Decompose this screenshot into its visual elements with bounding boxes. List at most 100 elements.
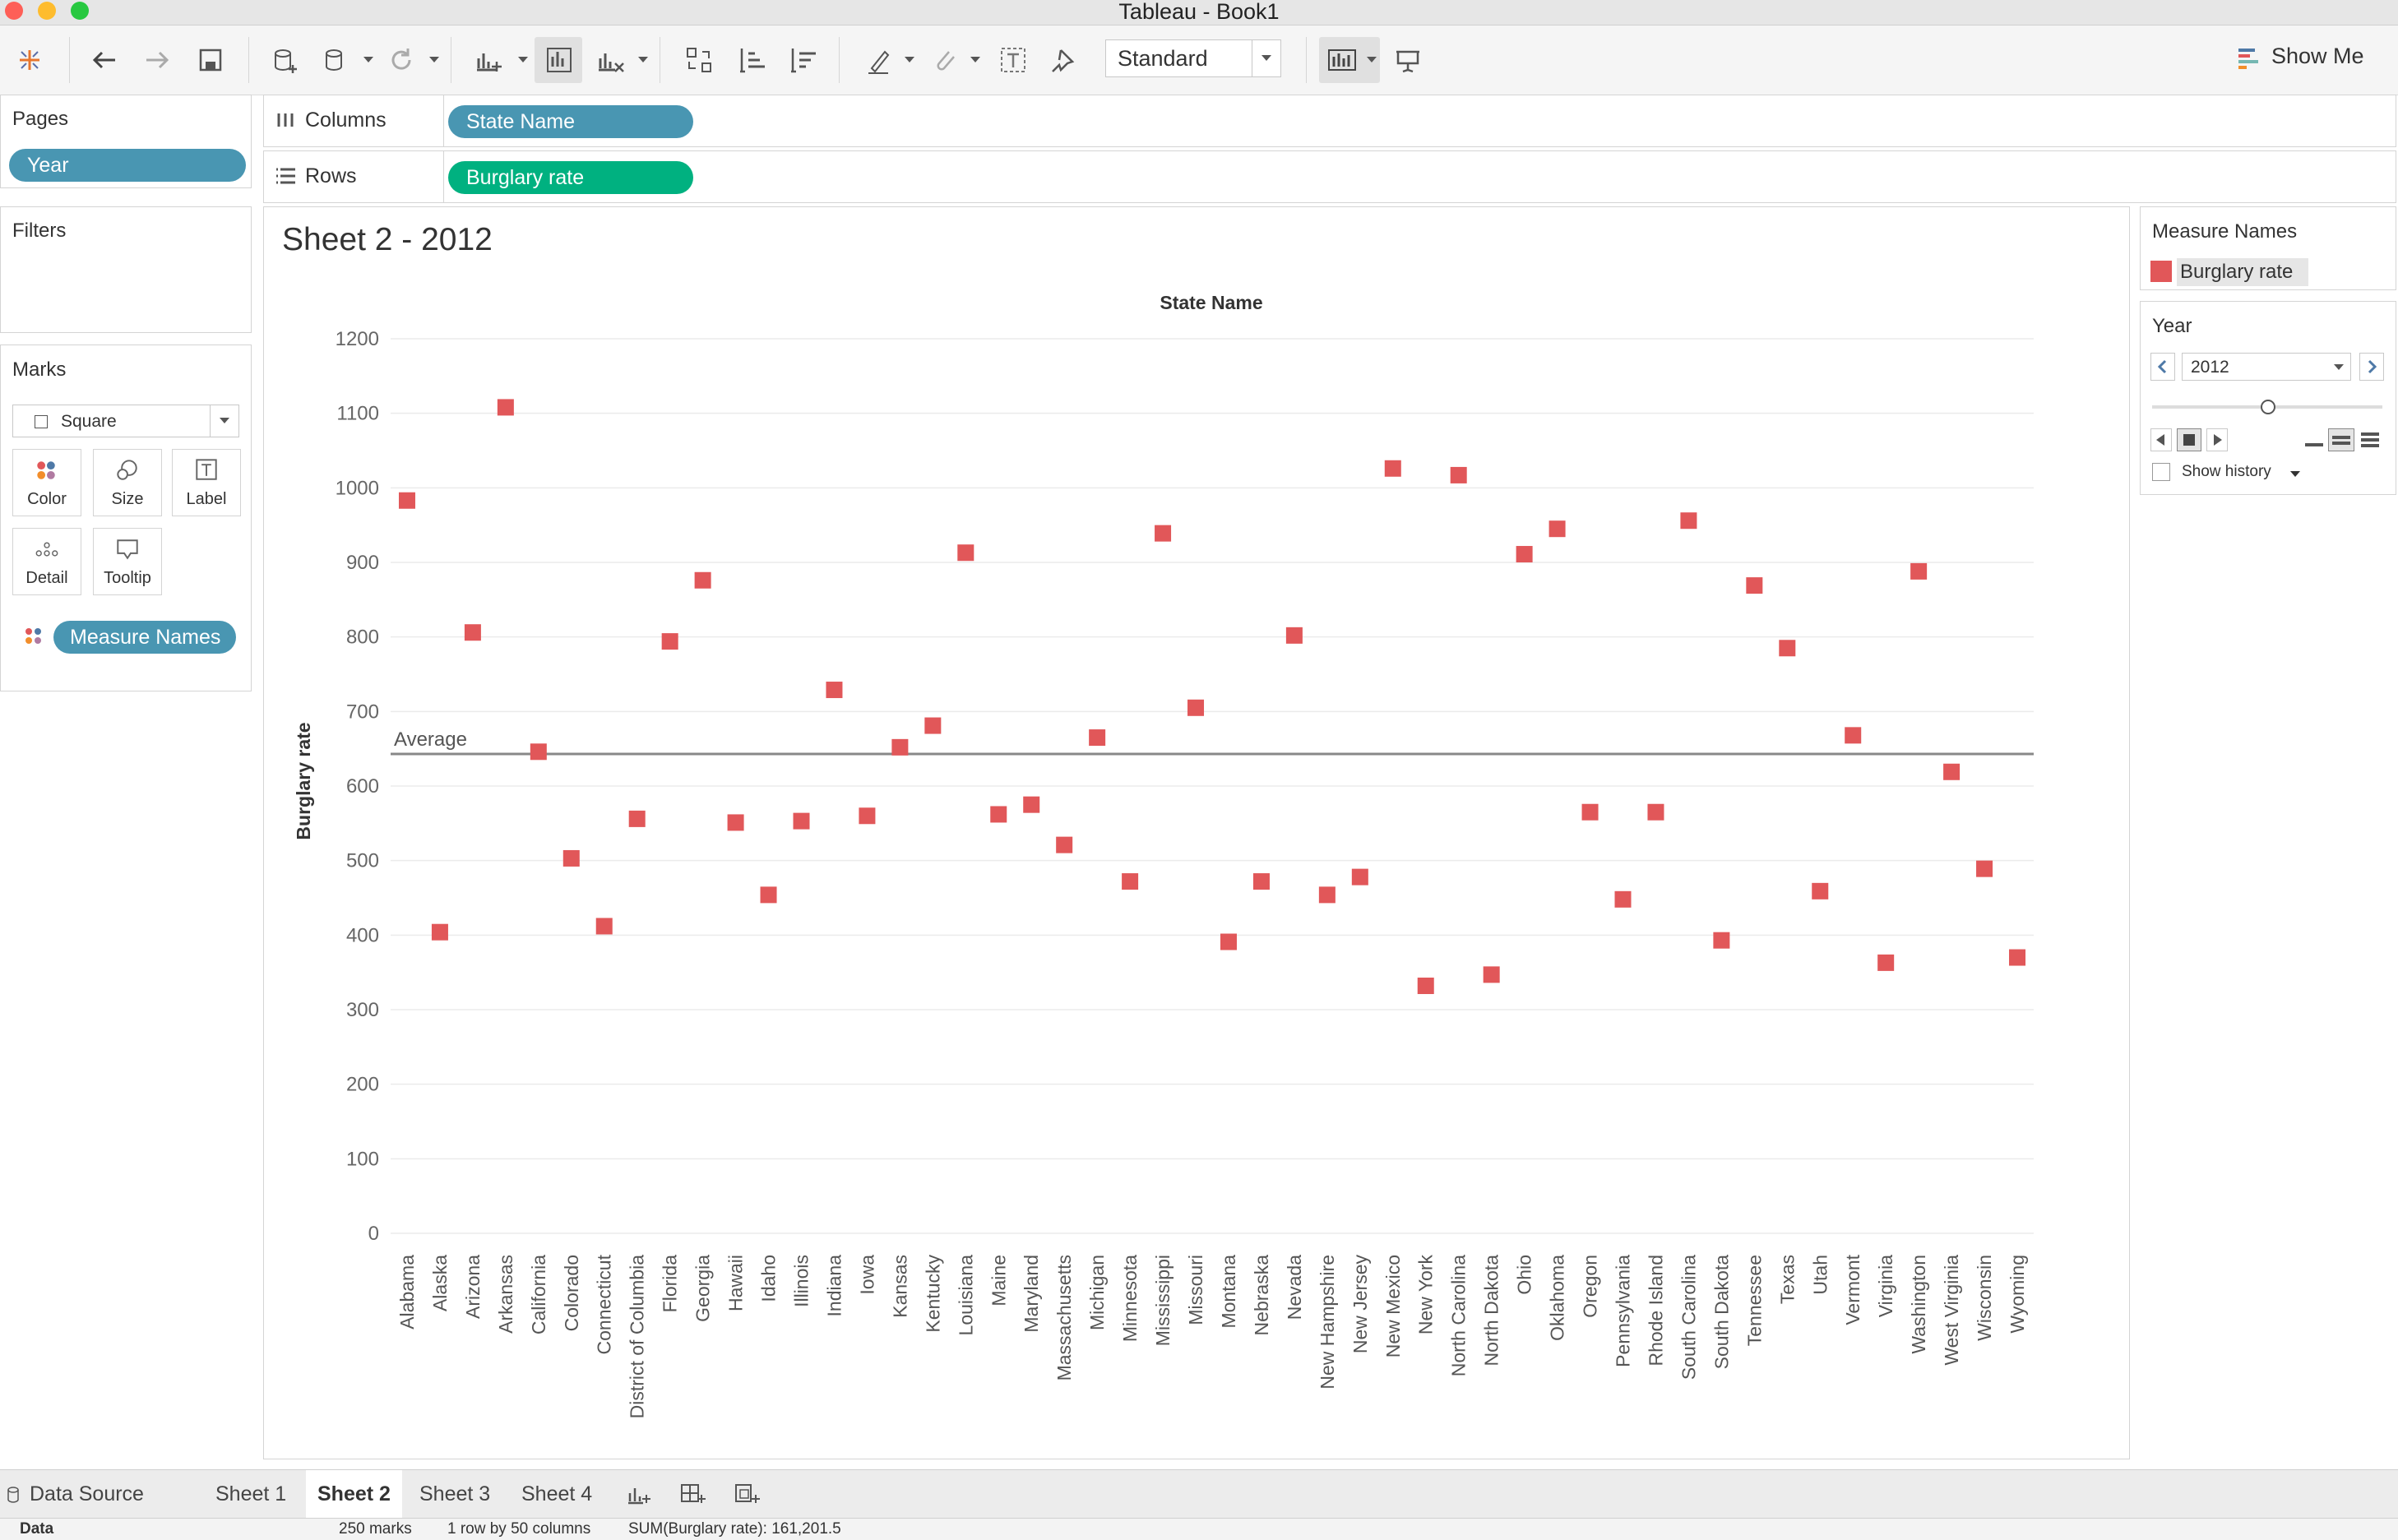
data-point[interactable] xyxy=(1910,562,1928,580)
year-dropdown[interactable]: 2012 xyxy=(2182,353,2351,381)
maximize-window-button[interactable] xyxy=(71,2,89,20)
data-point[interactable] xyxy=(1318,886,1336,904)
data-point[interactable] xyxy=(1976,860,1993,877)
data-point[interactable] xyxy=(957,544,974,562)
new-worksheet-icon[interactable] xyxy=(470,42,507,78)
data-point[interactable] xyxy=(924,717,942,734)
tab-sheet-2[interactable]: Sheet 2 xyxy=(306,1470,402,1518)
state-name-pill[interactable]: State Name xyxy=(448,105,693,138)
data-point[interactable] xyxy=(398,492,415,509)
new-story-icon[interactable] xyxy=(734,1482,762,1506)
chevron-down-icon[interactable] xyxy=(970,57,980,62)
previous-page-button[interactable] xyxy=(2150,353,2175,381)
speed-medium-button[interactable] xyxy=(2328,428,2354,451)
mark-type-dropdown[interactable]: Square xyxy=(12,405,239,437)
show-mark-labels-icon[interactable] xyxy=(995,42,1031,78)
duplicate-sheet-icon[interactable] xyxy=(541,42,577,78)
tooltip-button[interactable]: Tooltip xyxy=(93,528,162,595)
label-button[interactable]: Label xyxy=(172,449,241,516)
data-point[interactable] xyxy=(1417,977,1434,994)
swap-rows-columns-icon[interactable] xyxy=(681,42,717,78)
show-cards-icon[interactable] xyxy=(1324,42,1360,78)
data-point[interactable] xyxy=(464,624,481,641)
redo-icon[interactable] xyxy=(138,42,174,78)
new-data-source-icon[interactable] xyxy=(266,42,303,78)
data-point[interactable] xyxy=(1877,954,1895,971)
chevron-down-icon[interactable] xyxy=(518,57,528,62)
data-point[interactable] xyxy=(497,399,514,416)
minimize-window-button[interactable] xyxy=(38,2,56,20)
data-point[interactable] xyxy=(891,738,909,756)
data-point[interactable] xyxy=(1647,803,1664,821)
legend-item-label[interactable]: Burglary rate xyxy=(2180,261,2294,283)
data-point[interactable] xyxy=(859,807,876,825)
pause-updates-icon[interactable] xyxy=(317,42,354,78)
data-point[interactable] xyxy=(1680,512,1697,530)
data-point[interactable] xyxy=(628,810,646,827)
measure-names-pill[interactable]: Measure Names xyxy=(53,621,236,654)
data-point[interactable] xyxy=(1779,640,1796,657)
filters-card[interactable]: Filters xyxy=(0,206,252,333)
page-slider-thumb[interactable] xyxy=(2261,400,2275,414)
chevron-down-icon[interactable] xyxy=(1367,57,1377,62)
chevron-down-icon[interactable] xyxy=(638,57,648,62)
data-point[interactable] xyxy=(1581,803,1599,821)
data-point[interactable] xyxy=(431,923,448,941)
clear-sheet-icon[interactable] xyxy=(592,42,628,78)
chevron-down-icon[interactable] xyxy=(2290,471,2300,477)
data-point[interactable] xyxy=(826,682,843,699)
color-button[interactable]: Color xyxy=(12,449,81,516)
show-history-checkbox[interactable] xyxy=(2152,463,2170,481)
chevron-down-icon[interactable] xyxy=(429,57,439,62)
detail-button[interactable]: Detail xyxy=(12,528,81,595)
size-button[interactable]: Size xyxy=(93,449,162,516)
data-point[interactable] xyxy=(1450,466,1467,483)
chevron-down-icon[interactable] xyxy=(905,57,914,62)
tab-sheet-3[interactable]: Sheet 3 xyxy=(419,1482,491,1505)
tab-data-source[interactable]: Data Source xyxy=(0,1470,215,1518)
data-point[interactable] xyxy=(1155,525,1172,542)
chevron-down-icon[interactable] xyxy=(363,57,373,62)
data-point[interactable] xyxy=(1845,727,1862,744)
sort-ascending-icon[interactable] xyxy=(734,42,770,78)
tab-sheet-1[interactable]: Sheet 1 xyxy=(215,1482,287,1505)
data-point[interactable] xyxy=(1549,520,1566,538)
fix-axes-icon[interactable] xyxy=(1046,42,1082,78)
speed-fast-button[interactable] xyxy=(2358,428,2382,451)
new-worksheet-tab-icon[interactable] xyxy=(625,1482,653,1506)
sort-descending-icon[interactable] xyxy=(785,42,821,78)
data-point[interactable] xyxy=(562,849,580,867)
data-pane-label[interactable]: Data xyxy=(20,1520,54,1538)
data-point[interactable] xyxy=(1746,577,1763,594)
stop-button[interactable] xyxy=(2177,428,2201,451)
legend-swatch[interactable] xyxy=(2150,261,2172,282)
data-point[interactable] xyxy=(793,812,810,830)
data-point[interactable] xyxy=(1713,932,1730,949)
play-forward-button[interactable] xyxy=(2206,428,2228,451)
speed-slow-button[interactable] xyxy=(2302,428,2326,451)
data-point[interactable] xyxy=(694,571,711,589)
group-members-icon[interactable] xyxy=(926,42,962,78)
data-point[interactable] xyxy=(1285,627,1303,644)
data-point[interactable] xyxy=(1089,729,1106,747)
save-icon[interactable] xyxy=(192,42,229,78)
tab-sheet-4[interactable]: Sheet 4 xyxy=(521,1482,593,1505)
data-point[interactable] xyxy=(760,886,777,904)
play-backward-button[interactable] xyxy=(2150,428,2172,451)
data-point[interactable] xyxy=(1220,933,1237,950)
tableau-logo-icon[interactable] xyxy=(12,42,48,78)
data-point[interactable] xyxy=(1483,966,1500,983)
close-window-button[interactable] xyxy=(5,2,23,20)
data-point[interactable] xyxy=(530,743,547,761)
undo-icon[interactable] xyxy=(87,42,123,78)
data-point[interactable] xyxy=(1614,890,1632,908)
data-point[interactable] xyxy=(1384,460,1401,477)
fit-dropdown[interactable]: Standard xyxy=(1105,39,1281,77)
burglary-rate-pill[interactable]: Burglary rate xyxy=(448,161,693,194)
data-point[interactable] xyxy=(1252,873,1270,890)
data-point[interactable] xyxy=(1943,763,1961,780)
data-point[interactable] xyxy=(1023,796,1040,813)
data-point[interactable] xyxy=(990,806,1007,823)
data-point[interactable] xyxy=(2009,949,2026,966)
data-point[interactable] xyxy=(595,918,613,935)
